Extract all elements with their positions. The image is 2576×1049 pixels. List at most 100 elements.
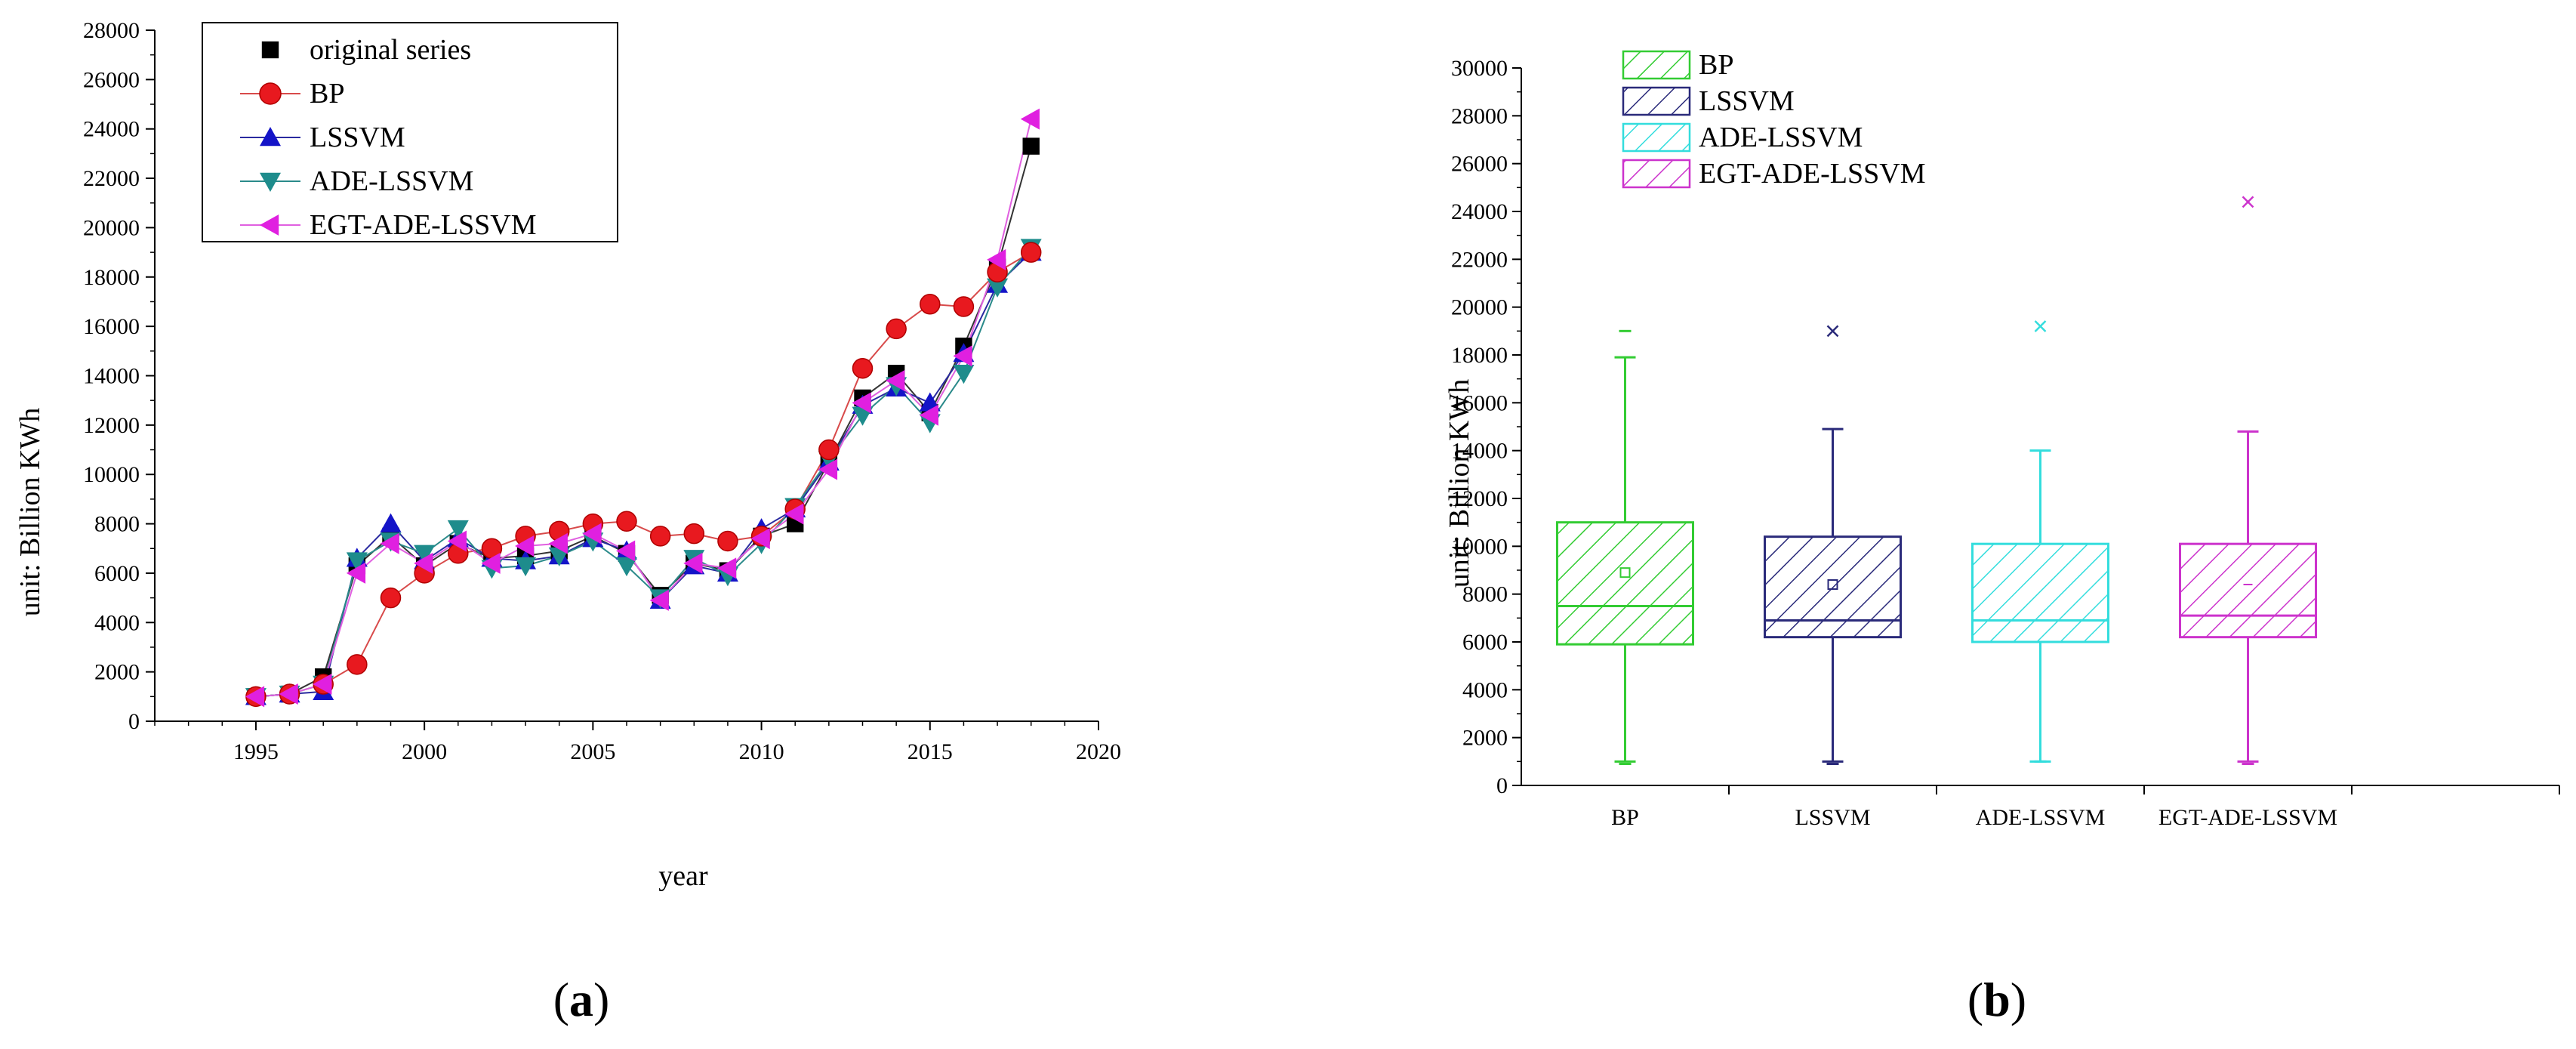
caption-b-letter: b	[1983, 973, 2011, 1026]
box-iqr	[2179, 542, 2317, 639]
legend-swatch-box_lssvm	[1622, 86, 1691, 116]
point-bp	[380, 587, 402, 609]
box-mean	[1619, 567, 1631, 578]
point-egt	[313, 673, 332, 695]
point-egt	[346, 562, 366, 584]
x-tick-label-b: BP	[1611, 805, 1639, 830]
x-tick-label: 2000	[402, 739, 447, 764]
point-ade	[414, 545, 436, 564]
point-ade	[616, 557, 637, 577]
y-tick-label: 14000	[83, 364, 140, 389]
point-egt	[818, 458, 838, 480]
y-tick-label: 10000	[83, 462, 140, 487]
point-bp	[1020, 242, 1042, 263]
point-bp	[818, 439, 840, 461]
line-chart-series	[245, 108, 1042, 708]
box-iqr	[1764, 535, 1902, 639]
series-lssvm	[255, 251, 1032, 698]
x-tick-label: 2020	[1076, 739, 1121, 764]
point-egt	[750, 528, 770, 550]
point-egt	[380, 532, 399, 554]
point-bp	[886, 318, 907, 340]
caption-a: (a)	[553, 973, 610, 1026]
box-outlier	[2034, 320, 2047, 332]
legend-marker-egt	[260, 214, 279, 236]
point-ade	[953, 365, 975, 384]
box-chart-legend: BP LSSVM ADE-LSSVM EGT-ADE-LSSVM	[1622, 49, 1926, 190]
point-lssvm	[380, 513, 402, 532]
point-egt	[548, 532, 568, 554]
point-ade	[987, 278, 1009, 298]
legend-swatch-box_egt	[1622, 159, 1691, 189]
line-chart-axes: 0 2000 4000 6000 8000 10000 12000 14000 16000 180…	[83, 18, 1121, 764]
series-bp	[255, 251, 1032, 698]
point-egt	[515, 535, 535, 557]
y-tick-label-b: 8000	[1462, 582, 1508, 607]
x-axis-label: year	[658, 860, 708, 892]
y-tick-label-b: 2000	[1462, 726, 1508, 751]
box-box_bp	[1556, 329, 1694, 765]
box-chart-axes: 0 2000 4000 6000 8000 10000 12000 14000 16000 180…	[1451, 56, 2560, 798]
y-tick-label-b: 14000	[1451, 439, 1508, 464]
box-chart-boxes	[1556, 196, 2317, 765]
y-tick-label-b: 16000	[1451, 390, 1508, 415]
box-box_egt	[2179, 196, 2317, 765]
x-tick-label: 2015	[907, 739, 953, 764]
y-tick-label-b: 26000	[1451, 152, 1508, 177]
y-tick-label: 28000	[83, 18, 140, 43]
legend-label-box-lssvm: LSSVM	[1699, 85, 1795, 117]
y-tick-label: 8000	[94, 512, 140, 537]
series-line-bp	[255, 251, 1032, 698]
point-original	[1022, 137, 1040, 155]
legend-label-egt: EGT-ADE-LSSVM	[310, 209, 537, 241]
point-egt	[716, 557, 737, 579]
point-egt	[852, 392, 871, 414]
line-chart-panel: 0 2000 4000 6000 8000 10000 12000 14000 16000 180…	[14, 18, 1121, 892]
x-tick-label-b: ADE-LSSVM	[1976, 805, 2106, 830]
x-tick-label: 2005	[570, 739, 615, 764]
point-bp	[649, 526, 671, 547]
y-tick-label: 6000	[94, 561, 140, 586]
y-tick-label-b: 4000	[1462, 677, 1508, 702]
markers-egt	[245, 108, 1040, 708]
legend-label-bp: BP	[310, 78, 344, 110]
point-egt	[919, 404, 938, 426]
x-tick-label-b: EGT-ADE-LSSVM	[2158, 805, 2337, 830]
point-bp	[920, 293, 941, 315]
point-egt	[447, 530, 467, 552]
y-tick-label-b: 12000	[1451, 486, 1508, 511]
box-box_ade	[1971, 320, 2109, 763]
y-tick-label: 20000	[83, 215, 140, 240]
box-mean	[1827, 579, 1838, 590]
legend-label-box-egt: EGT-ADE-LSSVM	[1699, 158, 1926, 190]
box-outlier	[1826, 325, 1839, 338]
legend-label-original: original series	[310, 34, 471, 66]
y-tick-label-b: 22000	[1451, 247, 1508, 272]
point-egt	[279, 683, 298, 705]
legend-label-ade: ADE-LSSVM	[310, 165, 473, 197]
markers-lssvm	[245, 242, 1042, 705]
point-egt	[582, 523, 602, 545]
y-tick-label-b: 30000	[1451, 56, 1508, 81]
point-egt	[649, 589, 669, 611]
legend-label-box-ade: ADE-LSSVM	[1699, 122, 1863, 153]
point-egt	[245, 686, 265, 708]
point-egt	[683, 552, 703, 574]
point-ade	[447, 520, 469, 540]
point-egt	[987, 248, 1006, 270]
y-axis-label: unit: Billion KWh	[14, 408, 46, 617]
box-box_lssvm	[1764, 325, 1902, 765]
point-egt	[953, 345, 972, 367]
y-tick-label-b: 20000	[1451, 295, 1508, 320]
point-ade	[515, 557, 537, 577]
x-tick-label-b: LSSVM	[1795, 805, 1870, 830]
point-egt	[481, 552, 501, 574]
point-bp	[852, 357, 874, 379]
point-egt	[886, 370, 905, 392]
point-bp	[347, 654, 368, 675]
y-tick-label: 16000	[83, 314, 140, 339]
y-tick-label: 12000	[83, 413, 140, 438]
legend-swatch-box_bp	[1622, 50, 1691, 80]
legend-marker-original	[261, 41, 279, 59]
